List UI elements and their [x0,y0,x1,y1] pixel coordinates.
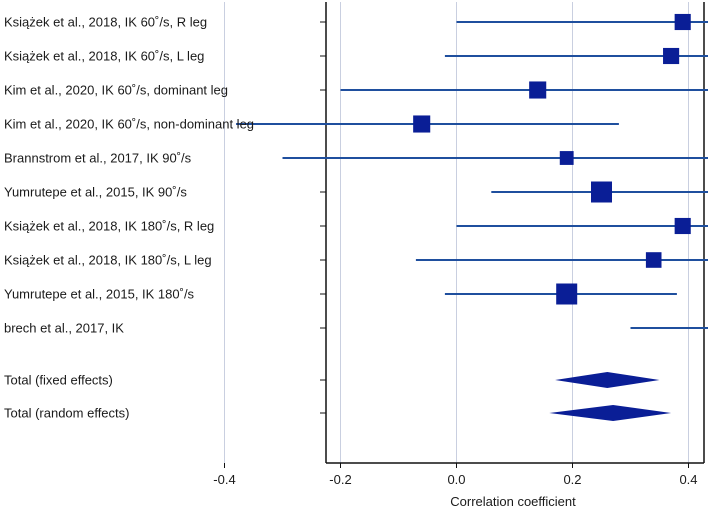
pooled-diamond [549,405,672,421]
study-label: Kim et al., 2020, IK 60˚/s, non-dominant… [4,117,254,132]
x-tick-label: -0.4 [213,472,235,487]
axis-layer: -0.4-0.20.00.20.40.60.8 [213,2,705,487]
study-label: Yumrutepe et al., 2015, IK 90˚/s [4,185,187,200]
effect-marker [674,13,691,31]
study-label: Brannstrom et al., 2017, IK 90˚/s [4,151,192,166]
pooled-diamond [555,372,660,388]
effect-marker [413,115,431,133]
effect-marker [663,47,680,65]
x-tick-label: 0.0 [447,472,465,487]
study-label: Kim et al., 2020, IK 60˚/s, dominant leg [4,83,228,98]
x-tick-label: 0.2 [563,472,581,487]
grid-layer [224,2,689,463]
study-label: Yumrutepe et al., 2015, IK 180˚/s [4,287,195,302]
study-label: Książek et al., 2018, IK 180˚/s, R leg [4,219,214,234]
study-label: Książek et al., 2018, IK 180˚/s, L leg [4,253,212,268]
effect-marker [645,252,662,268]
pooled-label: Total (random effects) [4,406,129,421]
x-tick-label: -0.2 [329,472,351,487]
effect-marker [559,151,574,165]
study-label: Książek et al., 2018, IK 60˚/s, R leg [4,15,207,30]
study-label: brech et al., 2017, IK [4,321,124,336]
mark-layer [236,13,708,421]
study-label: Książek et al., 2018, IK 60˚/s, L leg [4,49,204,64]
effect-marker [556,283,578,305]
effect-marker [674,217,691,235]
x-tick-label: 0.4 [679,472,697,487]
x-axis-title: Correlation coefficient [450,494,576,509]
pooled-label: Total (fixed effects) [4,373,113,388]
label-layer: Książek et al., 2018, IK 60˚/s, R leg Ksi… [4,15,254,421]
effect-marker [590,181,613,203]
effect-marker [529,81,547,99]
